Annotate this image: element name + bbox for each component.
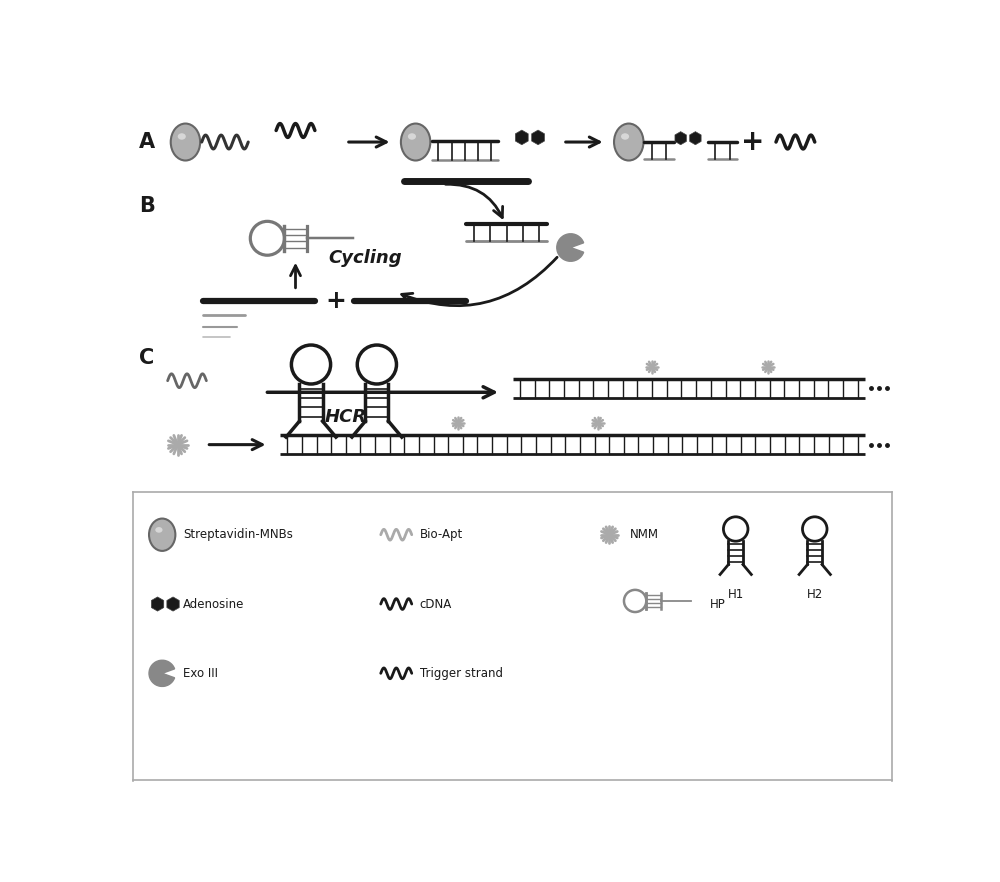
- Polygon shape: [690, 131, 701, 145]
- Ellipse shape: [155, 527, 163, 533]
- Text: C: C: [139, 348, 154, 368]
- Polygon shape: [167, 597, 179, 611]
- Ellipse shape: [614, 123, 643, 161]
- Text: Exo III: Exo III: [183, 667, 218, 680]
- Ellipse shape: [621, 133, 629, 139]
- Text: A: A: [139, 132, 155, 152]
- Wedge shape: [557, 234, 584, 261]
- Ellipse shape: [408, 133, 416, 139]
- Text: NMM: NMM: [630, 528, 659, 542]
- Text: Bio-Apt: Bio-Apt: [420, 528, 463, 542]
- Text: Adenosine: Adenosine: [183, 597, 244, 610]
- Polygon shape: [675, 131, 686, 145]
- Text: +: +: [325, 289, 346, 313]
- Ellipse shape: [401, 123, 430, 161]
- Text: H2: H2: [807, 588, 823, 602]
- Text: +: +: [741, 128, 764, 156]
- Text: B: B: [139, 196, 155, 216]
- Text: Cycling: Cycling: [328, 249, 402, 266]
- Text: Streptavidin-MNBs: Streptavidin-MNBs: [183, 528, 293, 542]
- Wedge shape: [149, 661, 175, 686]
- Ellipse shape: [149, 519, 175, 551]
- Text: cDNA: cDNA: [420, 597, 452, 610]
- Polygon shape: [515, 130, 528, 145]
- Text: HP: HP: [710, 597, 726, 610]
- Polygon shape: [151, 597, 164, 611]
- Text: Trigger strand: Trigger strand: [420, 667, 503, 680]
- Ellipse shape: [178, 133, 186, 139]
- Text: H1: H1: [728, 588, 744, 602]
- Text: HCR: HCR: [325, 407, 367, 426]
- Ellipse shape: [171, 123, 200, 161]
- Polygon shape: [532, 130, 544, 145]
